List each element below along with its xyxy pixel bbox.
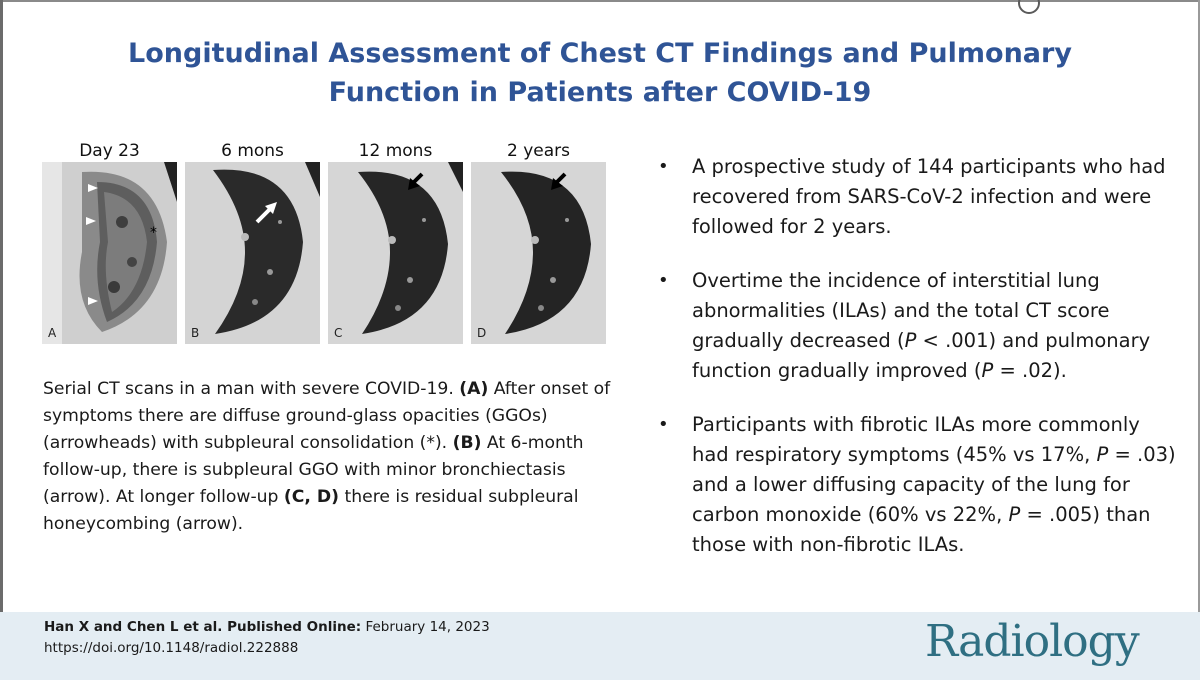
caption-text: At 6-month follow-up, there is subpleura… [43, 433, 584, 507]
caption-text: After onset of symptoms there are diffus… [43, 379, 611, 453]
bullet-icon: • [658, 414, 669, 435]
panel-time-label: 12 mons [358, 141, 433, 161]
bullet-icon: • [658, 156, 669, 177]
p-value-label: P [981, 359, 994, 382]
ct-scan-image: * A [42, 162, 177, 344]
ct-scan-image: C [328, 162, 463, 344]
ct-panel-d: 2 years D [471, 140, 606, 348]
ct-scan-image: B [185, 162, 320, 344]
caption-text: there is residual subpleural honeycombin… [43, 487, 579, 534]
doi-link[interactable]: https://doi.org/10.1148/radiol.222888 [44, 640, 299, 656]
bullet-icon: • [658, 270, 669, 291]
panel-time-label: Day 23 [79, 141, 140, 161]
panel-letter: C [334, 326, 343, 340]
bullet-item: • Overtime the incidence of interstitial… [652, 266, 1182, 386]
radiology-logo: Radiology [925, 616, 1140, 667]
ct-panel-a: Day 23 * A [42, 140, 177, 348]
p-value-label: P [1096, 443, 1109, 466]
panel-time-label: 2 years [506, 141, 570, 161]
bullet-item: • Participants with fibrotic ILAs more c… [652, 410, 1182, 560]
citation-authors: Han X and Chen L et al. Published Online… [44, 619, 362, 635]
caption-label-a: (A) [459, 379, 489, 399]
svg-text:*: * [150, 225, 157, 241]
title-line-2: Function in Patients after COVID-19 [328, 77, 872, 108]
bullet-text: = .03) and a lower diffusing capacity of… [692, 443, 1176, 526]
caption-text: Serial CT scans in a man with severe COV… [43, 379, 460, 399]
panel-letter: D [477, 326, 487, 340]
title-line-1: Longitudinal Assessment of Chest CT Find… [128, 38, 1072, 69]
p-value-label: P [1008, 503, 1021, 526]
ct-scan-image: D [471, 162, 606, 344]
slide-title: Longitudinal Assessment of Chest CT Find… [120, 34, 1080, 112]
panel-letter: B [191, 326, 200, 340]
footer-bar: Han X and Chen L et al. Published Online… [0, 612, 1200, 680]
window-edge-right [1198, 0, 1200, 680]
ct-panels: Day 23 * A [42, 140, 622, 350]
bullet-text: A prospective study of 144 participants … [692, 155, 1166, 238]
citation-line: Han X and Chen L et al. Published Online… [44, 619, 490, 635]
figure-caption: Serial CT scans in a man with severe COV… [43, 376, 623, 538]
ct-panel-c: 12 mons C [328, 140, 463, 348]
panel-letter: A [48, 326, 57, 340]
bullet-list: • A prospective study of 144 participant… [652, 152, 1182, 584]
p-value-label: P [904, 329, 917, 352]
bullet-text: = .005) than those with non-fibrotic ILA… [692, 503, 1151, 556]
bullet-text: Overtime the incidence of interstitial l… [692, 269, 1110, 352]
window-edge-left [0, 0, 3, 680]
bullet-text: < .001) and pulmonary function gradually… [692, 329, 1151, 382]
caption-label-b: (B) [452, 433, 482, 453]
panel-time-label: 6 mons [221, 141, 284, 161]
caption-label-cd: (C, D) [283, 487, 340, 507]
ct-panel-b: 6 mons B [185, 140, 320, 348]
bullet-item: • A prospective study of 144 participant… [652, 152, 1182, 242]
window-edge-top [0, 0, 1200, 2]
bullet-text: Participants with fibrotic ILAs more com… [692, 413, 1140, 466]
circle-icon [1018, 0, 1040, 14]
publication-date: February 14, 2023 [361, 619, 490, 635]
bullet-text: = .02). [993, 359, 1067, 382]
